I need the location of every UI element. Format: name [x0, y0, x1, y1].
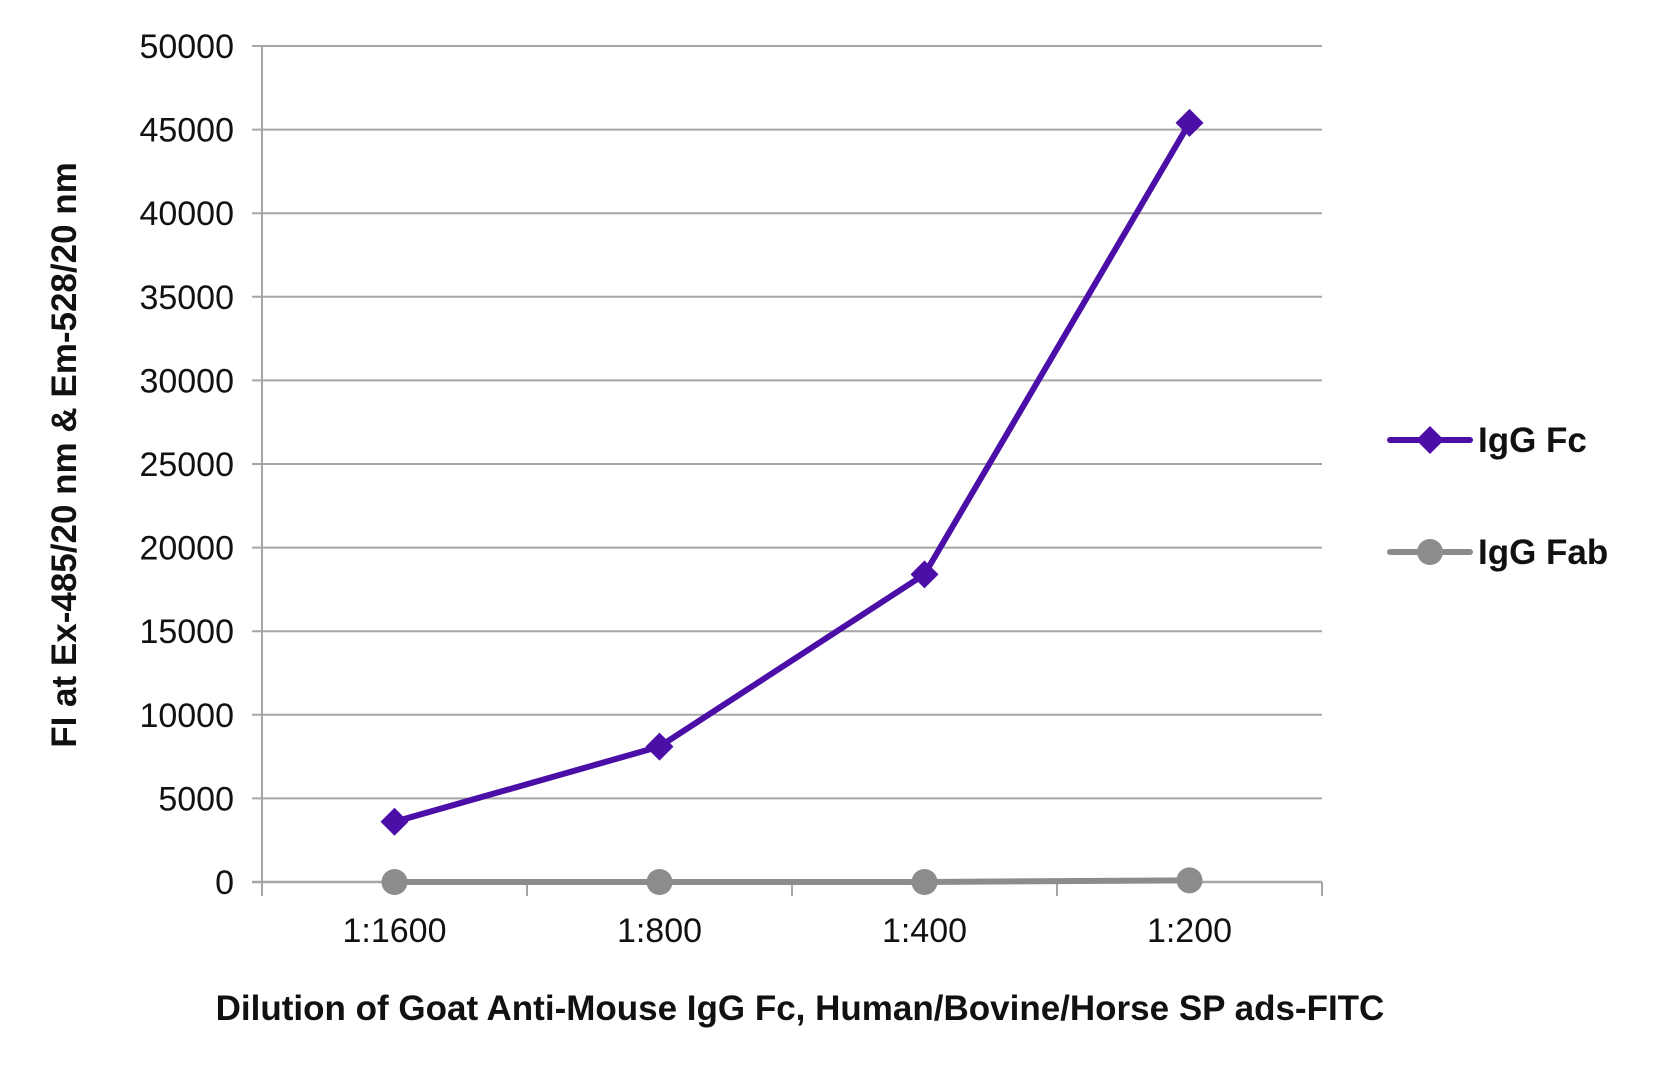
legend-item: IgG Fc: [1387, 421, 1587, 460]
y-tick-label: 5000: [158, 780, 234, 818]
y-tick-label: 15000: [139, 613, 234, 651]
series-line: [391, 877, 1193, 885]
y-tick-label: 35000: [139, 279, 234, 317]
legend-label: IgG Fab: [1478, 533, 1608, 572]
legend-marker: [1416, 426, 1444, 454]
data-point: [380, 807, 409, 836]
series-igg-fab: [381, 867, 1203, 895]
y-axis-title: FI at Ex-485/20 nm & Em-528/20 nm: [45, 162, 84, 748]
y-tick-label: 40000: [139, 195, 234, 233]
y-tick-label: 0: [215, 864, 234, 902]
y-tick-label: 30000: [139, 362, 234, 400]
data-point: [1176, 867, 1203, 894]
x-tick-label: 1:800: [617, 912, 702, 950]
x-tick-label: 1:1600: [343, 912, 447, 950]
x-tick-labels: 1:1600 1:800 1:400 1:200: [343, 912, 1233, 950]
y-tick-label: 45000: [139, 112, 234, 150]
legend-item: IgG Fab: [1387, 533, 1608, 572]
data-point: [646, 869, 673, 895]
x-tick-label: 1:400: [882, 912, 967, 950]
x-axis-title: Dilution of Goat Anti-Mouse IgG Fc, Huma…: [216, 989, 1385, 1028]
data-point: [381, 869, 408, 895]
data-point: [911, 869, 938, 895]
legend-marker: [1417, 539, 1443, 565]
series-lines: [380, 108, 1204, 895]
data-point: [645, 732, 674, 761]
y-tick-label: 10000: [139, 697, 234, 735]
legend-label: IgG Fc: [1478, 421, 1587, 460]
y-tick-label: 50000: [139, 28, 234, 66]
x-tick-label: 1:200: [1147, 912, 1232, 950]
y-tick-labels: 0 5000 10000 15000 20000 25000 30000 35000 40000…: [139, 28, 234, 902]
y-tick-label: 20000: [139, 530, 234, 568]
data-point: [910, 560, 939, 589]
series-line: [391, 119, 1193, 825]
data-point: [1175, 108, 1204, 137]
legend: IgG Fc IgG Fab: [1387, 421, 1608, 572]
y-tick-label: 25000: [139, 446, 234, 484]
gridlines: [252, 45, 1322, 800]
series-igg-fc: [380, 108, 1204, 836]
